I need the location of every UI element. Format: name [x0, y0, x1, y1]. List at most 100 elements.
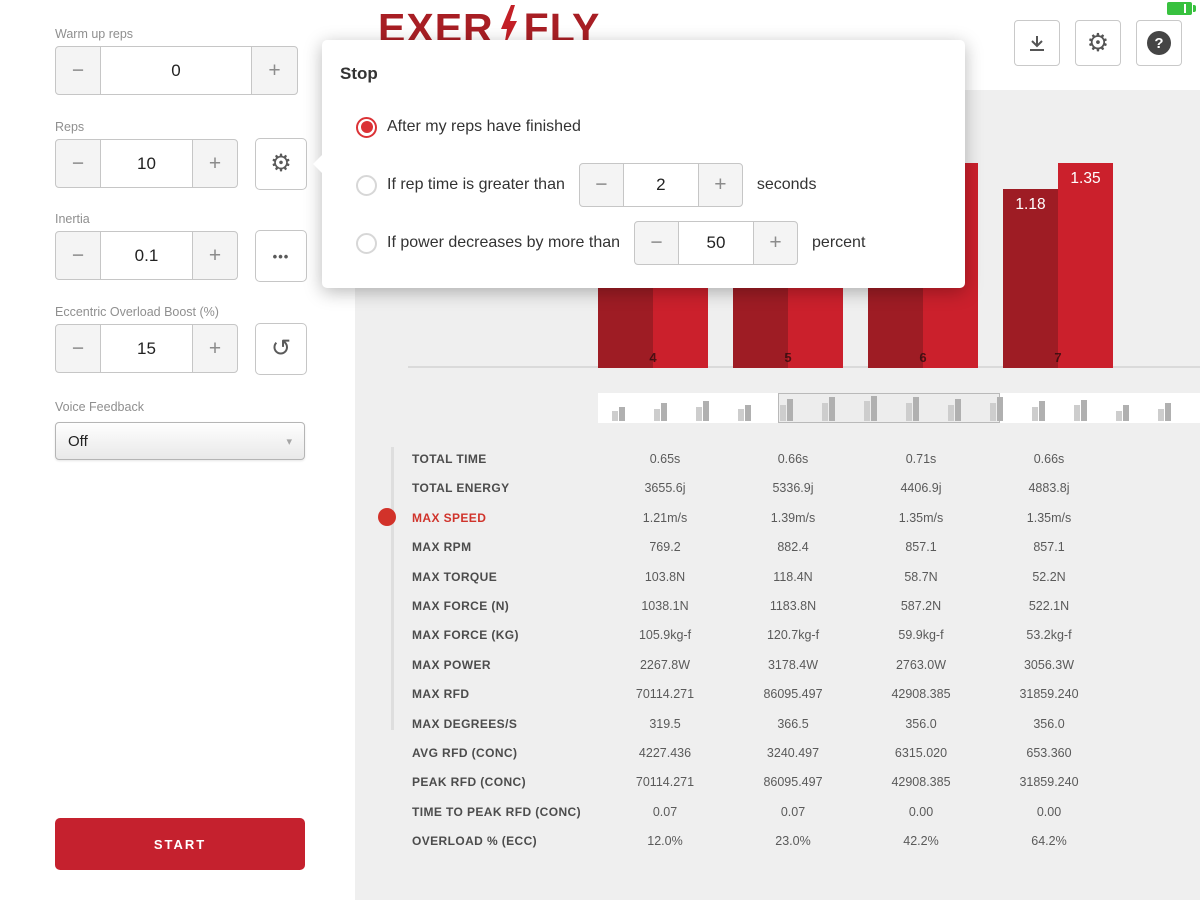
metric-value: 42908.385: [891, 687, 951, 702]
inertia-more-button[interactable]: •••: [255, 230, 307, 282]
table-row-max-rfd[interactable]: MAX RFD 70114.271 86095.497 42908.385 31859.…: [412, 680, 1122, 709]
minimap-bar-pair: [738, 405, 751, 421]
rep-time-plus-button[interactable]: +: [697, 163, 743, 207]
selected-metric-dot[interactable]: [378, 508, 396, 526]
table-row-max-power[interactable]: MAX POWER 2267.8W 3178.4W 2763.0W 3056.3W: [412, 651, 1122, 680]
voice-feedback-select[interactable]: Off ▾: [55, 422, 305, 460]
metric-label: MAX FORCE (KG): [412, 628, 519, 643]
minimap-bar: [829, 397, 835, 421]
power-decrease-plus-button[interactable]: +: [753, 221, 799, 265]
stop-settings-button[interactable]: ⚙: [255, 138, 307, 190]
metric-value: 522.1N: [1028, 598, 1070, 613]
start-button[interactable]: START: [55, 818, 305, 870]
table-row-total-energy[interactable]: TOTAL ENERGY 3655.6j 5336.9j 4406.9j 4883.8j: [412, 474, 1122, 503]
table-row-time-to-peak-rfd-conc[interactable]: TIME TO PEAK RFD (CONC) 0.07 0.07 0.00 0.00: [412, 798, 1122, 827]
option-label: If power decreases by more than: [387, 234, 621, 251]
metric-value: 857.1: [1033, 540, 1065, 555]
inertia-stepper: − 0.1 +: [55, 231, 238, 280]
power-decrease-minus-button[interactable]: −: [634, 221, 680, 265]
sidebar: Warm up reps − 0 + Reps − 10 + ⚙ Inertia…: [0, 0, 355, 900]
history-icon: ↺: [270, 335, 292, 362]
warmup-plus-button[interactable]: +: [251, 46, 298, 95]
metric-value: 42.2%: [903, 834, 939, 849]
help-icon: ?: [1147, 31, 1171, 55]
metric-value: 1183.8N: [769, 598, 817, 613]
metric-label: MAX TORQUE: [412, 569, 498, 584]
metric-value: 86095.497: [763, 687, 823, 702]
settings-button[interactable]: ⚙: [1075, 20, 1121, 66]
eccentric-minus-button[interactable]: −: [55, 324, 101, 373]
inertia-minus-button[interactable]: −: [55, 231, 101, 280]
metric-value: 2267.8W: [639, 657, 691, 672]
bar-value-label: 1.35: [1070, 170, 1101, 187]
chart-minimap[interactable]: [598, 393, 1200, 423]
metric-value: 120.7kg-f: [766, 628, 820, 643]
table-row-max-force-n[interactable]: MAX FORCE (N) 1038.1N 1183.8N 587.2N 522.1N: [412, 592, 1122, 621]
metric-value: 0.00: [1036, 804, 1062, 819]
rep-time-stepper: − 2 +: [578, 163, 743, 207]
popup-title: Stop: [340, 64, 378, 83]
warmup-minus-button[interactable]: −: [55, 46, 101, 95]
table-row-max-speed[interactable]: MAX SPEED 1.21m/s 1.39m/s 1.35m/s 1.35m/s: [412, 504, 1122, 533]
minimap-bar: [1081, 400, 1087, 421]
ellipsis-icon: •••: [272, 248, 290, 264]
bar-segment-bright: 1.35: [1058, 163, 1113, 368]
metric-value: 653.360: [1026, 745, 1072, 760]
metric-value: 53.2kg-f: [1026, 628, 1072, 643]
metric-value: 1.35m/s: [1026, 510, 1072, 525]
metric-label: TOTAL TIME: [412, 452, 487, 466]
table-row-peak-rfd-conc[interactable]: PEAK RFD (CONC) 70114.271 86095.497 42908.3…: [412, 768, 1122, 797]
option-label: After my reps have finished: [387, 118, 581, 135]
plus-icon: +: [268, 58, 281, 82]
download-button[interactable]: [1014, 20, 1060, 66]
plus-icon: +: [769, 231, 782, 254]
power-decrease-value: 50: [678, 221, 755, 265]
table-row-max-torque[interactable]: MAX TORQUE 103.8N 118.4N 58.7N 52.2N: [412, 563, 1122, 592]
table-row-avg-rfd-conc[interactable]: AVG RFD (CONC) 4227.436 3240.497 6315.020 65…: [412, 739, 1122, 768]
eccentric-plus-button[interactable]: +: [192, 324, 238, 373]
metric-label: TOTAL ENERGY: [412, 481, 510, 496]
chart-bar-rep-7[interactable]: 1.18 1.35 7: [1003, 163, 1113, 368]
metric-value: 587.2N: [900, 598, 942, 613]
power-decrease-stepper: − 50 +: [634, 221, 799, 265]
inertia-plus-button[interactable]: +: [192, 231, 238, 280]
stop-option-reps-finished[interactable]: After my reps have finished: [356, 115, 581, 139]
metric-value: 31859.240: [1019, 775, 1079, 790]
minimap-bar: [913, 397, 919, 421]
minimap-bar-pair: [990, 397, 1003, 421]
stop-option-rep-time[interactable]: If rep time is greater than − 2 + second…: [356, 163, 816, 207]
metric-value: 5336.9j: [772, 481, 814, 496]
logo-bolt-icon: [500, 5, 517, 47]
stop-popup: Stop After my reps have finished If rep …: [313, 40, 965, 288]
warmup-reps-stepper: − 0 +: [55, 46, 298, 95]
rep-time-minus-button[interactable]: −: [578, 163, 624, 207]
table-row-max-rpm[interactable]: MAX RPM 769.2 882.4 857.1 857.1: [412, 533, 1122, 562]
table-row-max-degrees-s[interactable]: MAX DEGREES/S 319.5 366.5 356.0 356.0: [412, 710, 1122, 739]
reps-plus-button[interactable]: +: [192, 139, 238, 188]
radio-unselected-icon[interactable]: [356, 174, 377, 196]
inertia-label: Inertia: [55, 212, 90, 226]
stop-option-power-decrease[interactable]: If power decreases by more than − 50 + p…: [356, 221, 865, 265]
reps-minus-button[interactable]: −: [55, 139, 101, 188]
radio-unselected-icon[interactable]: [356, 232, 377, 254]
minimap-bar: [955, 399, 961, 421]
eccentric-reset-button[interactable]: ↺: [255, 323, 307, 375]
metric-value: 1038.1N: [641, 598, 689, 613]
minimap-selection[interactable]: [778, 393, 1000, 423]
radio-selected-icon[interactable]: [356, 116, 377, 138]
metric-value: 70114.271: [635, 775, 695, 790]
metric-value: 4406.9j: [900, 481, 942, 496]
table-row-total-time[interactable]: TOTAL TIME 0.65s 0.66s 0.71s 0.66s: [412, 445, 1122, 474]
option-unit: percent: [812, 234, 866, 251]
metric-value: 1.39m/s: [770, 510, 816, 525]
metric-value: 0.00: [908, 804, 934, 819]
minus-icon: −: [71, 243, 85, 267]
metric-label: MAX RPM: [412, 540, 472, 555]
table-row-max-force-kg[interactable]: MAX FORCE (KG) 105.9kg-f 120.7kg-f 59.9kg-f…: [412, 621, 1122, 650]
table-row-overload-ecc[interactable]: OVERLOAD % (ECC) 12.0% 23.0% 42.2% 64.2%: [412, 827, 1122, 856]
metric-label: MAX RFD: [412, 687, 470, 702]
metric-label: MAX DEGREES/S: [412, 716, 518, 731]
chevron-down-icon: ▾: [286, 435, 292, 448]
help-button[interactable]: ?: [1136, 20, 1182, 66]
metric-value: 42908.385: [891, 775, 951, 790]
